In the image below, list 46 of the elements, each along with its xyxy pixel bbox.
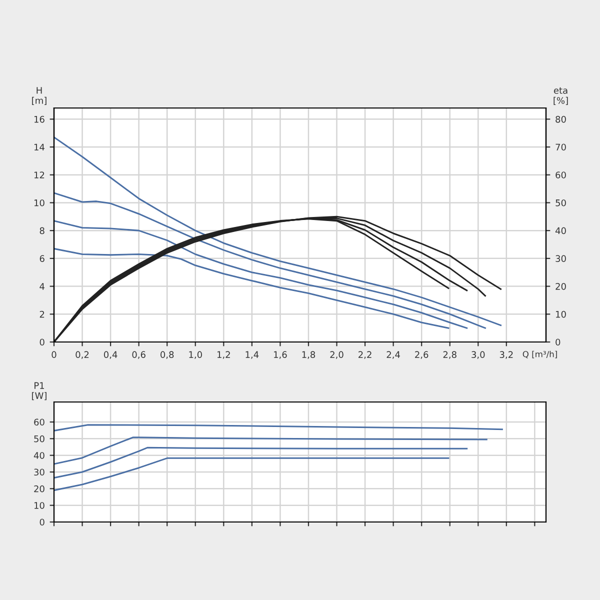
y-tick-label: 50	[34, 435, 44, 442]
y2-tick-label: 0	[556, 338, 560, 346]
y-tick-label: 4	[40, 283, 44, 290]
y-tick-label: 10	[34, 199, 44, 206]
y-tick-label: 30	[34, 468, 44, 476]
y-tick-label: 16	[34, 116, 44, 123]
x-tick-label: 2,0	[330, 351, 344, 359]
x-tick-label: 2,4	[386, 351, 400, 359]
y2-tick-label: 40	[555, 227, 566, 234]
y-tick-label: 6	[40, 255, 44, 262]
y-tick-label: 0	[40, 338, 44, 346]
x-tick-label: 0	[52, 351, 56, 358]
x-tick-label: 2,6	[415, 351, 428, 359]
y2-tick-label: 80	[556, 116, 566, 123]
y2-tick-label: 70	[556, 144, 566, 151]
y2-tick-label: 10	[556, 310, 566, 318]
y-tick-label: 14	[34, 144, 44, 150]
x-tick-label: 0,2	[76, 351, 89, 359]
y2-axis-title: eta [%]	[554, 87, 568, 105]
x-axis-title: Q [m³/h]	[522, 350, 557, 358]
y-axis-title: H [m]	[32, 87, 46, 105]
x-tick-label: 1,6	[274, 351, 287, 359]
y-tick-label: 0	[40, 518, 44, 526]
y-tick-label: 40	[34, 452, 44, 459]
y2-tick-label: 50	[556, 199, 566, 206]
y2-tick-label: 20	[556, 283, 566, 290]
x-tick-label: 1,0	[189, 351, 202, 359]
x-tick-label: 3,2	[500, 351, 513, 359]
y-tick-label: 2	[40, 310, 44, 318]
y2-tick-label: 30	[556, 255, 566, 262]
x-tick-label: 1,8	[302, 351, 316, 359]
x-tick-label: 2,8	[443, 351, 456, 359]
x-tick-label: 2,2	[358, 351, 372, 359]
x-tick-label: 0,4	[104, 351, 118, 359]
y-tick-label: 8	[40, 227, 44, 234]
x-tick-label: 0,6	[132, 351, 146, 359]
y2-tick-label: 60	[556, 172, 566, 178]
y-tick-label: 20	[34, 485, 44, 492]
x-tick-label: 1,4	[246, 351, 259, 359]
x-tick-label: 1,2	[217, 351, 230, 359]
y-axis-title: P1 [W]	[32, 382, 46, 400]
y-tick-label: 60	[34, 418, 44, 426]
y-tick-label: 10	[34, 502, 44, 509]
y-tick-label: 12	[34, 172, 44, 178]
x-tick-label: 0,8	[160, 351, 174, 359]
x-tick-label: 3,0	[472, 351, 485, 359]
